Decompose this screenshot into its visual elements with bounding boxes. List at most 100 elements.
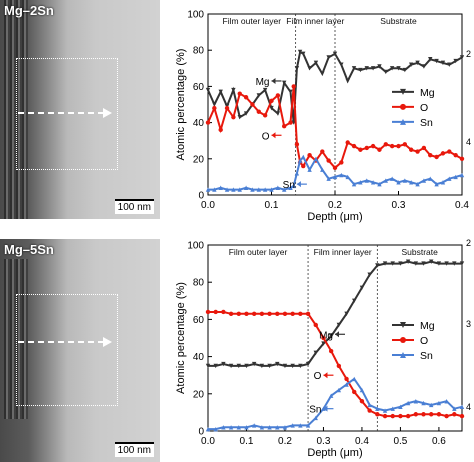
- mg-marker: [444, 261, 449, 266]
- mg-marker: [352, 298, 357, 303]
- mg-marker: [389, 66, 395, 71]
- region-label: Film inner layer: [286, 16, 344, 26]
- mg-marker: [359, 285, 365, 290]
- mg-marker: [453, 58, 458, 64]
- sn-marker: [396, 180, 401, 185]
- legend-label: Mg: [420, 320, 435, 332]
- sn-marker: [313, 415, 318, 421]
- mg-marker: [339, 62, 344, 67]
- sn-marker: [382, 408, 388, 413]
- region-label: Film inner layer: [314, 247, 372, 257]
- o-marker: [267, 311, 272, 317]
- o-marker: [428, 152, 433, 158]
- sn-marker: [213, 426, 218, 432]
- o-marker: [400, 336, 406, 343]
- sn-marker: [415, 181, 420, 187]
- y-tick-label: 100: [187, 10, 204, 21]
- o-marker: [250, 102, 255, 107]
- region-label: Substrate: [380, 16, 417, 26]
- o-marker: [405, 413, 411, 419]
- mg-marker: [243, 111, 249, 116]
- mg-marker: [259, 363, 265, 369]
- mg-marker: [231, 87, 236, 93]
- sn-marker: [297, 158, 303, 163]
- series-annotation: Mg: [256, 77, 270, 88]
- mg-marker: [332, 51, 338, 57]
- x-tick-label: 0.5: [393, 436, 407, 447]
- annotation-arrowhead: [323, 372, 328, 379]
- mg-marker: [205, 363, 211, 369]
- sn-marker: [398, 404, 403, 410]
- o-marker: [402, 142, 408, 147]
- mg-marker: [262, 87, 268, 93]
- mg-marker: [205, 87, 211, 93]
- region-label: Film outer layer: [223, 16, 282, 26]
- o-marker: [294, 142, 300, 147]
- depth-profile-chart-mg5sn: Film outer layer Film inner layer Substrat…: [175, 238, 471, 459]
- o-marker: [413, 412, 419, 417]
- mg-marker: [382, 261, 388, 266]
- sn-marker: [251, 423, 257, 428]
- legend-label: Sn: [420, 350, 433, 362]
- mg-marker: [429, 259, 434, 264]
- sn-marker: [205, 426, 211, 432]
- sn-marker: [390, 406, 395, 411]
- o-marker: [434, 154, 439, 160]
- mg-marker: [326, 55, 331, 60]
- o-marker: [290, 311, 295, 317]
- o-marker: [344, 376, 349, 382]
- sn-marker: [282, 187, 287, 192]
- sn-marker: [377, 181, 382, 187]
- o-marker: [262, 113, 268, 118]
- mg-marker: [398, 261, 403, 266]
- mg-marker: [307, 66, 312, 71]
- mg-marker: [290, 363, 295, 369]
- depth-profile-arrow: [18, 108, 112, 118]
- sn-marker: [275, 425, 280, 430]
- mg-marker: [236, 363, 241, 369]
- sn-marker: [428, 176, 433, 181]
- sn-marker: [332, 174, 338, 180]
- annotation-arrowhead: [271, 77, 276, 84]
- sn-marker: [262, 187, 268, 192]
- mg-marker: [440, 60, 446, 66]
- plot-frame: [207, 244, 463, 432]
- mg-marker: [294, 66, 300, 71]
- mg-marker: [400, 88, 406, 95]
- o-marker: [205, 120, 211, 125]
- sn-marker: [364, 178, 369, 183]
- o-marker: [307, 152, 312, 158]
- micrograph-label: Mg–2Sn: [4, 3, 54, 18]
- o-marker: [243, 95, 249, 100]
- y-tick-label: 20: [193, 154, 205, 165]
- sn-marker: [269, 187, 274, 192]
- depth-profile-chart-mg2sn: Film outer layer Film inner layer Substrat…: [175, 10, 471, 224]
- mg-marker: [377, 64, 382, 69]
- o-marker: [237, 91, 242, 96]
- y-tick-label: 40: [193, 352, 205, 363]
- sn-marker: [436, 400, 442, 406]
- o-marker: [305, 311, 311, 317]
- sn-marker: [305, 423, 311, 428]
- mg-marker: [370, 66, 376, 71]
- mg-marker: [305, 361, 311, 367]
- o-marker: [212, 105, 217, 111]
- mg-marker: [383, 69, 388, 75]
- sn-marker: [345, 174, 350, 180]
- series-annotation: O: [314, 371, 322, 382]
- x-tick-label: 0.1: [265, 200, 279, 211]
- o-marker: [367, 408, 372, 413]
- o-marker: [459, 156, 465, 161]
- analysis-region-box: [16, 58, 118, 170]
- mg-marker: [428, 57, 433, 62]
- series-line-mg: [208, 260, 462, 367]
- micrograph-mg5sn: Mg–5Sn 100 nm: [0, 239, 160, 462]
- sn-marker: [402, 178, 408, 183]
- sn-marker: [243, 185, 249, 190]
- sn-marker: [434, 181, 439, 187]
- y-tick-label: 40: [193, 118, 205, 129]
- o-marker: [328, 348, 334, 354]
- mg-marker: [434, 58, 439, 64]
- mg-marker: [345, 78, 350, 84]
- mg-marker: [390, 261, 395, 266]
